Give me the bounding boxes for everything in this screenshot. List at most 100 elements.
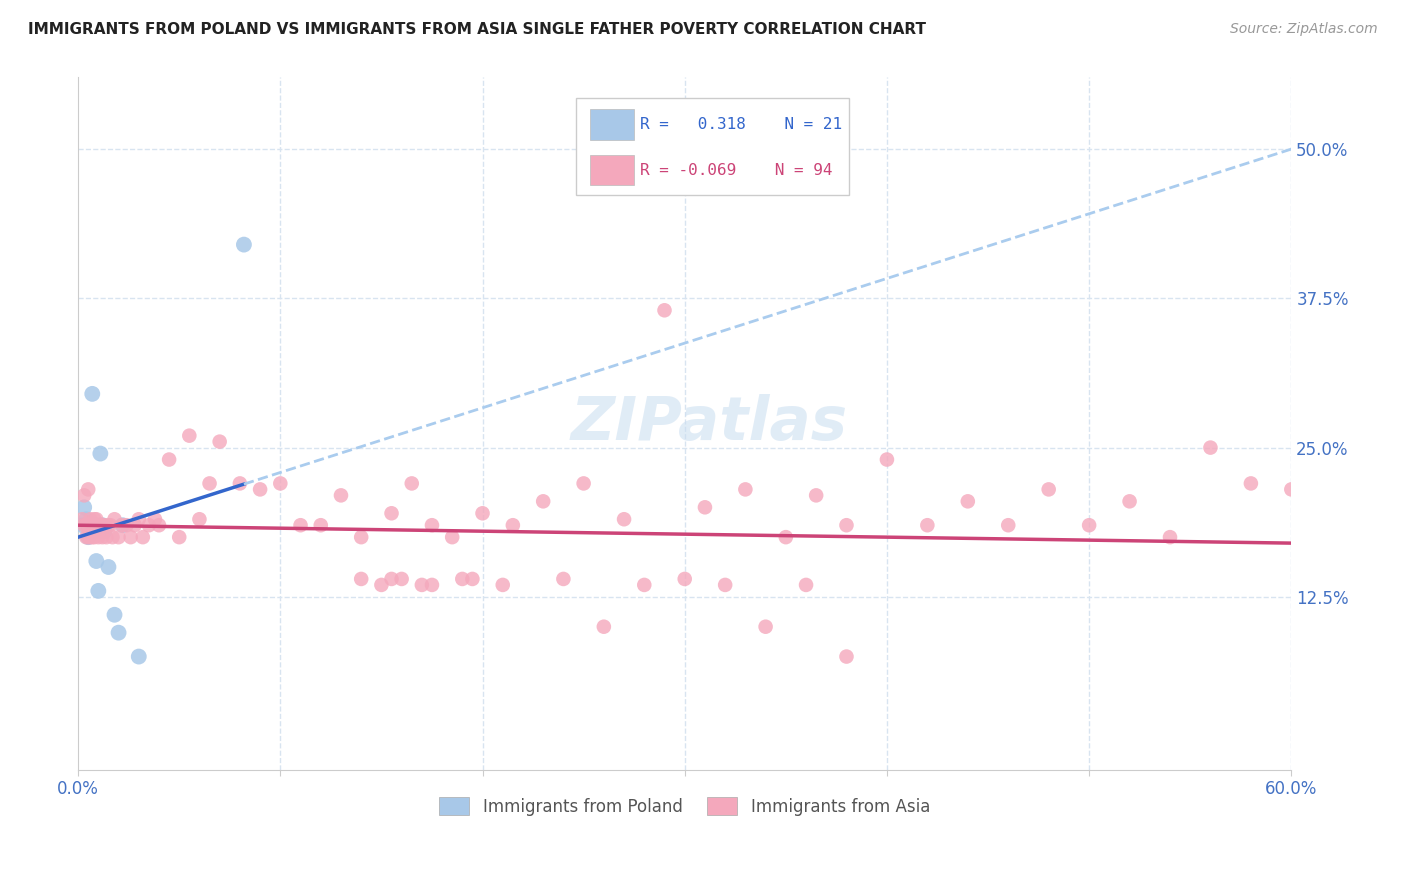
Point <box>77 518 100 533</box>
Point <box>673 572 696 586</box>
Legend: Immigrants from Poland, Immigrants from Asia: Immigrants from Poland, Immigrants from … <box>430 789 939 824</box>
Point <box>70 518 93 533</box>
Point <box>77 530 100 544</box>
Point <box>73 500 96 515</box>
Point <box>120 530 142 544</box>
Point <box>420 518 443 533</box>
Point <box>441 530 464 544</box>
Point <box>148 518 170 533</box>
Point <box>138 518 160 533</box>
Point <box>86 554 108 568</box>
Point <box>370 578 392 592</box>
Point <box>91 518 114 533</box>
Point <box>633 578 655 592</box>
Point <box>86 512 108 526</box>
Point <box>79 518 101 533</box>
Point <box>654 303 676 318</box>
Point <box>794 578 817 592</box>
Point <box>411 578 433 592</box>
Point <box>290 518 312 533</box>
Point <box>87 530 110 544</box>
Point <box>124 518 146 533</box>
Point <box>103 607 125 622</box>
Point <box>401 476 423 491</box>
Point <box>143 512 166 526</box>
Text: IMMIGRANTS FROM POLAND VS IMMIGRANTS FROM ASIA SINGLE FATHER POVERTY CORRELATION: IMMIGRANTS FROM POLAND VS IMMIGRANTS FRO… <box>28 22 927 37</box>
Point <box>157 452 180 467</box>
Point <box>167 530 190 544</box>
Point <box>111 518 134 533</box>
Point <box>188 512 211 526</box>
Point <box>107 625 129 640</box>
Point <box>103 512 125 526</box>
Point <box>1240 476 1263 491</box>
Point <box>269 476 291 491</box>
Point <box>502 518 524 533</box>
Point <box>775 530 797 544</box>
Point <box>350 530 373 544</box>
Point <box>309 518 332 533</box>
Point <box>330 488 353 502</box>
Point <box>592 620 614 634</box>
Point <box>249 483 271 497</box>
Point <box>714 578 737 592</box>
Point <box>79 512 101 526</box>
Point <box>997 518 1019 533</box>
Point <box>107 530 129 544</box>
Point <box>82 518 104 533</box>
Point <box>693 500 716 515</box>
Point <box>1159 530 1181 544</box>
Point <box>111 518 134 533</box>
Point <box>198 476 221 491</box>
Point <box>83 530 105 544</box>
Point <box>451 572 474 586</box>
Point <box>391 572 413 586</box>
Point <box>1279 483 1302 497</box>
Point <box>77 530 100 544</box>
Point <box>1118 494 1140 508</box>
Point <box>1199 441 1222 455</box>
Point <box>471 506 494 520</box>
Text: R =   0.318    N = 21: R = 0.318 N = 21 <box>640 117 842 132</box>
Point <box>82 530 104 544</box>
FancyBboxPatch shape <box>591 155 634 186</box>
Point <box>83 512 105 526</box>
Point <box>82 518 104 533</box>
Point <box>100 518 122 533</box>
Point <box>492 578 515 592</box>
Point <box>96 530 118 544</box>
Point <box>75 530 97 544</box>
Point <box>87 524 110 538</box>
Text: ZIPatlas: ZIPatlas <box>571 394 848 453</box>
Point <box>734 483 756 497</box>
Point <box>87 583 110 598</box>
Point <box>804 488 827 502</box>
Point <box>572 476 595 491</box>
Point <box>73 518 96 533</box>
Point <box>876 452 898 467</box>
Point <box>1078 518 1101 533</box>
Point <box>93 518 115 533</box>
Point <box>97 560 120 574</box>
FancyBboxPatch shape <box>591 110 634 140</box>
Point <box>73 488 96 502</box>
Point <box>77 483 100 497</box>
Point <box>70 512 93 526</box>
Point <box>179 428 201 442</box>
Point <box>83 518 105 533</box>
Text: R = -0.069    N = 94: R = -0.069 N = 94 <box>640 162 832 178</box>
Point <box>553 572 575 586</box>
Point <box>87 518 110 533</box>
Point <box>101 530 124 544</box>
Point <box>75 518 97 533</box>
Point <box>380 506 402 520</box>
Point <box>97 518 120 533</box>
Point <box>229 476 252 491</box>
Point <box>208 434 231 449</box>
Point <box>956 494 979 508</box>
Point <box>77 518 100 533</box>
Point <box>350 572 373 586</box>
Point <box>115 518 138 533</box>
Point <box>380 572 402 586</box>
Point <box>835 649 858 664</box>
